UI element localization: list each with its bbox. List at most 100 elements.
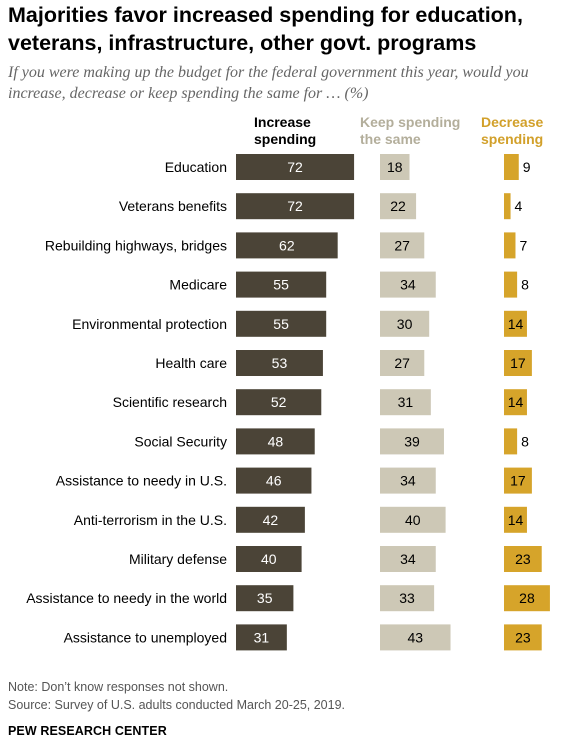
bar-keep [380, 506, 446, 533]
legend-keep-label: Keep spending the same [360, 114, 461, 147]
data-label-increase: 31 [254, 629, 270, 645]
data-label-increase: 40 [261, 551, 277, 567]
data-label-keep: 34 [400, 473, 416, 489]
bar-increase [236, 546, 302, 572]
data-label-keep: 27 [394, 355, 410, 371]
category-label: Health care [155, 355, 227, 371]
data-label-increase: 48 [268, 433, 284, 449]
bar-decrease [504, 271, 518, 298]
chart-source: Source: Survey of U.S. adults conducted … [8, 698, 345, 712]
bar-increase [236, 232, 338, 259]
bar-keep [380, 428, 444, 455]
data-label-increase: 53 [272, 355, 288, 371]
bar-decrease [504, 310, 527, 337]
bar-decrease [504, 350, 532, 376]
data-label-decrease: 9 [523, 159, 531, 175]
data-label-keep: 40 [405, 512, 421, 528]
bar-decrease [504, 546, 542, 572]
legend-decrease: Decrease spending [481, 114, 553, 148]
data-label-keep: 22 [390, 198, 406, 214]
data-label-decrease: 17 [510, 355, 526, 371]
chart-note: Note: Don’t know responses not shown. [8, 680, 229, 694]
bar-keep [380, 624, 451, 651]
data-label-keep: 27 [394, 237, 410, 253]
data-label-increase: 52 [271, 394, 287, 410]
legend-increase: Increase spending [254, 114, 326, 148]
data-label-keep: 30 [397, 316, 413, 332]
data-label-decrease: 23 [515, 629, 531, 645]
data-label-keep: 31 [398, 394, 414, 410]
bar-keep [380, 310, 430, 337]
bar-decrease [504, 467, 532, 494]
data-label-increase: 55 [273, 316, 289, 332]
data-label-keep: 39 [404, 433, 420, 449]
category-label: Assistance to needy in U.S. [56, 473, 227, 489]
data-label-decrease: 14 [508, 394, 524, 410]
data-label-decrease: 23 [515, 551, 531, 567]
data-label-keep: 34 [400, 277, 416, 293]
data-label-increase: 42 [263, 512, 279, 528]
data-label-decrease: 4 [515, 198, 523, 214]
data-label-decrease: 14 [508, 316, 524, 332]
data-label-decrease: 7 [519, 237, 527, 253]
legend-keep: Keep spending the same [360, 114, 472, 148]
data-label-decrease: 17 [510, 473, 526, 489]
bar-keep [380, 232, 425, 259]
data-label-keep: 18 [387, 159, 403, 175]
data-label-keep: 33 [399, 590, 415, 606]
data-label-decrease: 14 [508, 512, 524, 528]
data-label-keep: 43 [407, 629, 423, 645]
category-label: Assistance to needy in the world [26, 590, 227, 606]
data-label-increase: 35 [257, 590, 273, 606]
bar-increase [236, 624, 287, 651]
bar-decrease [504, 232, 516, 259]
bar-keep [380, 154, 410, 180]
bar-increase [236, 467, 312, 494]
bar-keep [380, 350, 425, 376]
bar-increase [236, 310, 327, 337]
bar-increase [236, 428, 315, 455]
data-label-increase: 55 [273, 277, 289, 293]
category-label: Anti-terrorism in the U.S. [74, 512, 227, 528]
category-label: Veterans benefits [119, 198, 227, 214]
category-label: Rebuilding highways, bridges [45, 237, 227, 253]
chart-title: Majorities favor increased spending for … [8, 3, 523, 55]
data-label-keep: 34 [400, 551, 416, 567]
category-label: Military defense [129, 551, 227, 567]
data-label-increase: 72 [287, 198, 303, 214]
bar-increase [236, 154, 355, 180]
bar-keep [380, 467, 436, 494]
bar-keep [380, 389, 431, 416]
legend-increase-label: Increase spending [254, 114, 317, 147]
data-label-decrease: 8 [521, 433, 529, 449]
bar-increase [236, 350, 323, 376]
bar-decrease [504, 585, 550, 612]
bar-increase [236, 506, 305, 533]
category-label: Assistance to unemployed [64, 629, 227, 645]
bar-increase [236, 193, 355, 220]
category-label: Social Security [134, 433, 227, 449]
bar-increase [236, 271, 327, 298]
data-label-increase: 62 [279, 237, 295, 253]
legend-decrease-label: Decrease spending [481, 114, 544, 147]
category-label: Scientific research [113, 394, 227, 410]
bar-keep [380, 193, 417, 220]
data-label-increase: 46 [266, 473, 282, 489]
data-label-decrease: 28 [519, 590, 535, 606]
bar-decrease [504, 428, 518, 455]
bar-decrease [504, 506, 527, 533]
bar-decrease [504, 193, 511, 220]
bar-keep [380, 546, 436, 572]
bar-keep [380, 585, 435, 612]
category-label: Environmental protection [72, 316, 227, 332]
bar-decrease [504, 624, 542, 651]
bar-decrease [504, 389, 527, 416]
category-label: Education [165, 159, 227, 175]
category-label: Medicare [169, 277, 227, 293]
bar-decrease [504, 154, 519, 180]
bar-increase [236, 585, 294, 612]
data-label-decrease: 8 [521, 277, 529, 293]
bar-keep [380, 271, 436, 298]
brand-logo-text: PEW RESEARCH CENTER [8, 724, 167, 738]
